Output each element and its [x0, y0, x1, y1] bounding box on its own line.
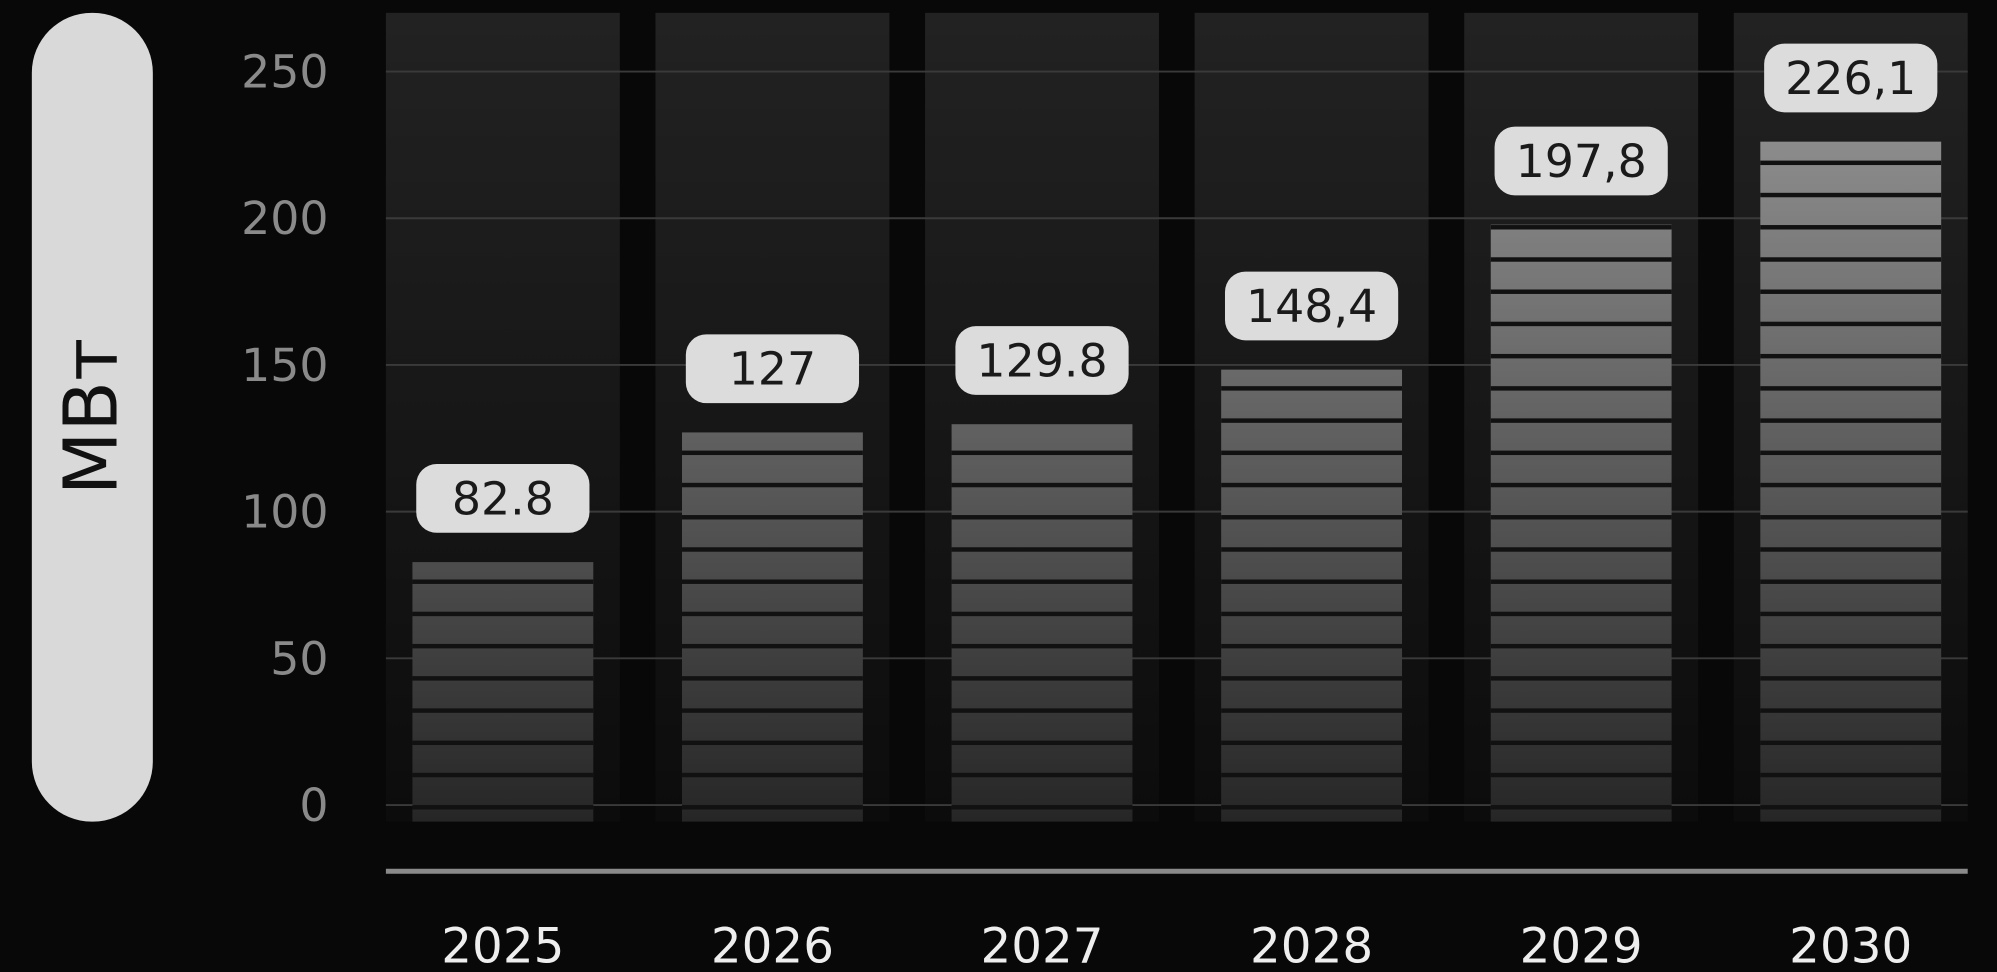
value-label-pill — [1764, 43, 1938, 113]
value-label-pill — [1494, 126, 1668, 196]
x-tick-label: 2030 — [1789, 918, 1912, 972]
value-label-pill — [685, 334, 860, 404]
y-tick-label: 100 — [241, 485, 328, 539]
x-tick-label: 2027 — [980, 918, 1103, 972]
value-label: 127 — [729, 342, 816, 396]
y-tick-label: 200 — [241, 191, 328, 245]
y-axis-label: МВт — [49, 338, 135, 495]
bar-stripes — [951, 424, 1133, 822]
bar-stripes — [1490, 224, 1672, 822]
value-label-pill — [416, 464, 590, 533]
y-tick-label: 250 — [241, 45, 328, 99]
bar-stripes — [1760, 141, 1942, 822]
bar-stripes — [1221, 369, 1403, 822]
y-tick-label: 0 — [299, 778, 328, 832]
bar-stripes — [412, 562, 594, 822]
x-tick-label: 2029 — [1520, 918, 1643, 972]
x-tick-label: 2026 — [711, 918, 834, 972]
value-label-pill — [955, 326, 1129, 395]
value-label: 82.8 — [452, 471, 554, 525]
value-label-pill — [1224, 271, 1399, 341]
value-label: 226,1 — [1785, 51, 1916, 105]
value-label: 197,8 — [1516, 134, 1647, 188]
value-label: 148,4 — [1246, 279, 1377, 333]
x-tick-label: 2025 — [441, 918, 564, 972]
value-label: 129.8 — [976, 334, 1107, 388]
y-tick-label: 50 — [270, 631, 328, 685]
bar-stripes — [682, 432, 863, 822]
axis-label-pill — [31, 12, 153, 822]
x-tick-label: 2028 — [1250, 918, 1373, 972]
y-tick-label: 150 — [241, 338, 328, 392]
